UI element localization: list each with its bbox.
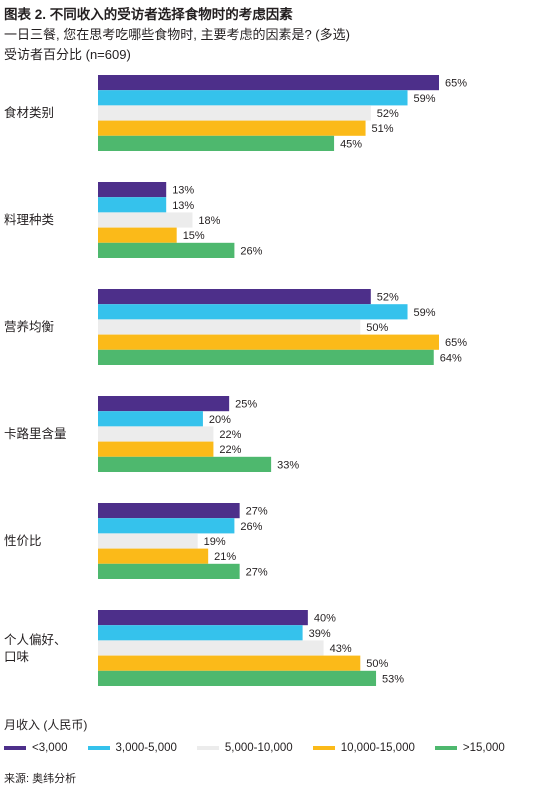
value-label: 18% [198,215,220,227]
bar [98,426,214,442]
value-label: 22% [219,429,241,441]
value-label: 52% [377,292,399,304]
legend-swatch [312,746,335,750]
value-label: 43% [330,643,352,655]
bar-chart: 食材类别 65% 59% 52% 51% 45% 料理种类 13% 13% 18% 15% 26% 营养… [4,75,467,686]
bar [98,456,272,472]
chart-title: 图表 2. 不同收入的受访者选择食物时的考虑因素 [4,7,293,22]
bar [98,105,371,121]
value-label: 21% [214,551,236,563]
value-label: 13% [172,185,194,197]
legend-label: 3,000-5,000 [115,742,177,754]
bar [98,227,177,243]
bar [98,304,408,320]
bar [98,212,193,228]
legend-item: 5,000-10,000 [196,742,293,754]
category-label: 营养均衡 [4,319,54,334]
value-label: 26% [240,245,262,257]
value-label: 27% [246,506,268,518]
bar [98,289,371,305]
source-note: 来源: 奥纬分析 [4,773,77,785]
value-label: 45% [340,138,362,150]
value-label: 50% [366,658,388,670]
legend-item: >15,000 [434,742,505,754]
bar [98,655,361,671]
bar [98,334,439,350]
bar [98,242,235,258]
legend-swatch [196,746,219,750]
value-label: 59% [414,93,436,105]
bar [98,610,308,626]
bar [98,640,324,656]
bar [98,563,240,579]
bar [98,670,377,686]
bar [98,120,366,136]
bar [98,319,361,335]
value-label: 65% [445,78,467,90]
value-label: 40% [314,613,336,625]
value-label: 39% [309,628,331,640]
value-label: 59% [414,307,436,319]
value-label: 26% [240,521,262,533]
legend: <3,000 3,000-5,000 5,000-10,000 10,000-15,0… [4,742,525,754]
chart-note: 受访者百分比 (n=609) [4,47,131,62]
bar [98,349,434,365]
category-label: 个人偏好、口味 [4,632,67,664]
bar [98,441,214,457]
value-label: 25% [235,399,257,411]
bar [98,182,167,198]
chart-subtitle: 一日三餐, 您在思考吃哪些食物时, 主要考虑的因素是? (多选) [4,27,350,42]
value-label: 15% [183,230,205,242]
value-label: 22% [219,444,241,456]
category-label: 食材类别 [4,105,54,120]
value-label: 19% [204,536,226,548]
bar [98,518,235,534]
legend-swatch [434,746,457,750]
legend-label: <3,000 [32,742,68,754]
bar [98,396,230,412]
legend-label: 10,000-15,000 [340,742,415,754]
legend-swatch [4,746,26,750]
value-label: 53% [382,673,404,685]
value-label: 27% [246,566,268,578]
value-label: 50% [366,322,388,334]
legend-item: 10,000-15,000 [312,742,415,754]
legend-label: >15,000 [462,742,505,754]
value-label: 13% [172,200,194,212]
category-label: 卡路里含量 [4,426,67,441]
category-label: 性价比 [4,534,42,548]
value-label: 64% [440,352,462,364]
bar [98,548,209,564]
bar [98,90,408,106]
value-label: 52% [377,108,399,120]
bar [98,197,167,213]
bar [98,135,335,151]
legend-item: <3,000 [4,742,68,754]
category-label: 料理种类 [4,213,55,227]
bar [98,533,198,549]
bar [98,503,240,519]
value-label: 65% [445,337,467,349]
legend-label: 5,000-10,000 [224,742,293,754]
value-label: 20% [209,414,231,426]
legend-item: 3,000-5,000 [87,742,177,754]
value-label: 33% [277,459,299,471]
value-label: 51% [372,123,394,135]
bar [98,411,203,427]
bar [98,625,303,641]
bar [98,75,439,91]
legend-title: 月收入 (人民币) [4,718,88,732]
legend-swatch [87,746,110,750]
